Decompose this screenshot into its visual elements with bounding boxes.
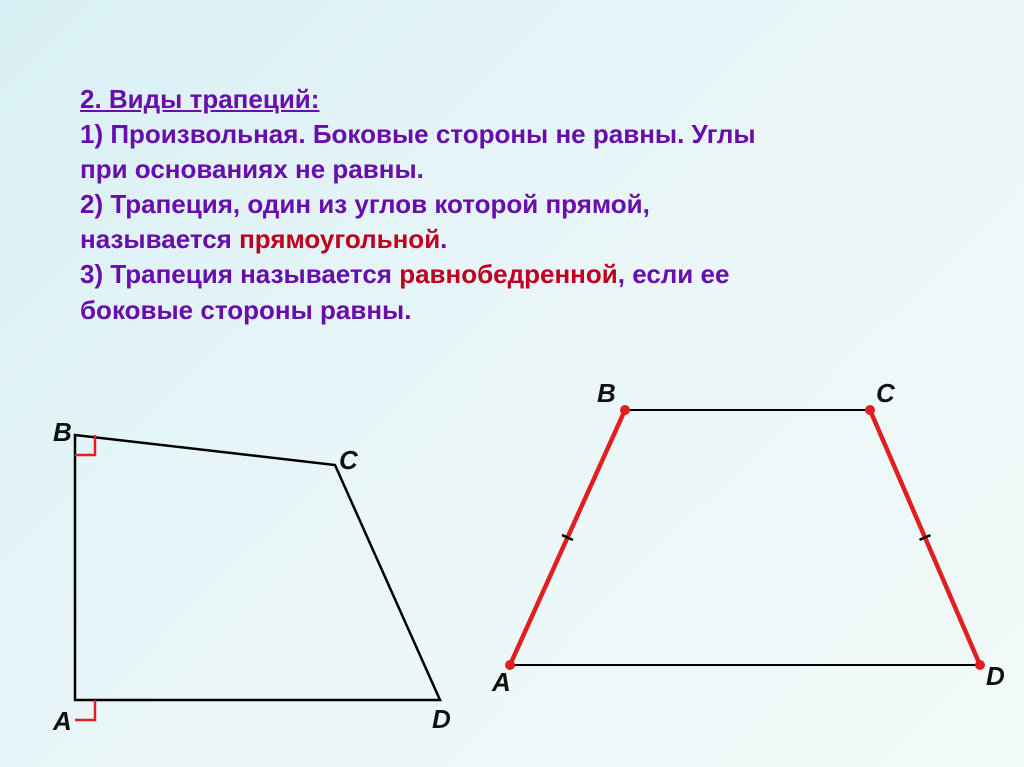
highlight-isosceles: равнобедренной [399, 259, 618, 289]
highlight-rectangular: прямоугольной [239, 224, 440, 254]
vertex-label-D-left: D [432, 704, 451, 735]
line-5: боковые стороны равны. [80, 293, 964, 328]
vertex-label-B-right: B [597, 378, 616, 409]
vertex-label-B-left: B [53, 417, 72, 448]
vertex-label-C-left: C [339, 445, 358, 476]
diagram-area: A B C D A B C D [0, 370, 1024, 767]
vertex-label-C-right: C [876, 378, 895, 409]
line-3b: называется прямоугольной. [80, 222, 964, 257]
line-1: 1) Произвольная. Боковые стороны не равн… [80, 117, 964, 152]
vertex-label-A-right: A [492, 667, 511, 698]
line-4a-a: 3) Трапеция называется [80, 259, 399, 289]
definition-text: 2. Виды трапеций: 1) Произвольная. Боков… [80, 82, 964, 328]
line-3b-c: . [440, 224, 447, 254]
line-2: при основаниях не равны. [80, 152, 964, 187]
vertex-label-D-right: D [986, 661, 1005, 692]
line-3a: 2) Трапеция, один из углов которой прямо… [80, 187, 964, 222]
heading: 2. Виды трапеций: [80, 82, 964, 117]
line-3b-a: называется [80, 224, 239, 254]
line-4a: 3) Трапеция называется равнобедренной, е… [80, 257, 964, 292]
vertex-label-A-left: A [53, 706, 72, 737]
line-4a-c: , если ее [618, 259, 730, 289]
diagram-svg [0, 370, 1024, 767]
